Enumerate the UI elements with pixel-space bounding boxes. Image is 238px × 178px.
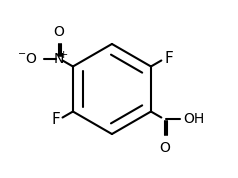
Text: O: O <box>54 25 64 39</box>
Text: +: + <box>58 50 68 60</box>
Text: O: O <box>159 141 170 155</box>
Text: F: F <box>51 112 60 127</box>
Text: N: N <box>54 52 64 66</box>
Text: OH: OH <box>183 112 204 126</box>
Text: $^{-}$O: $^{-}$O <box>17 52 38 66</box>
Text: F: F <box>164 51 173 66</box>
